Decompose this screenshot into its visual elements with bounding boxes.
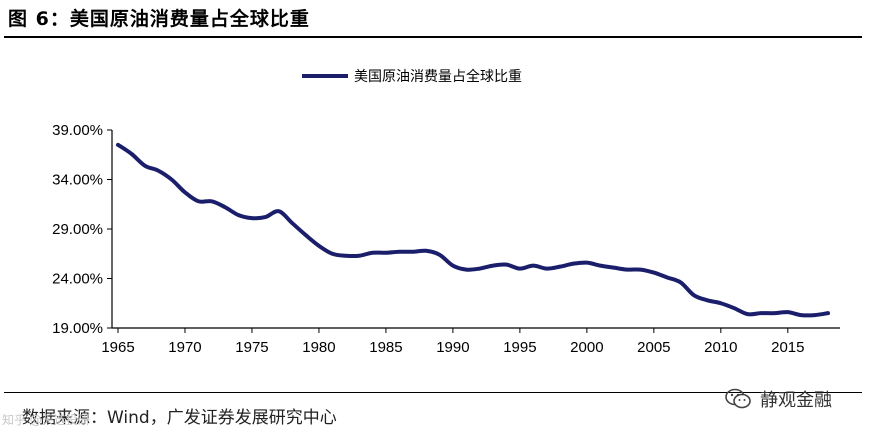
y-tick-label: 24.00% [52, 271, 103, 288]
x-tick-label: 2015 [771, 339, 804, 356]
legend-label: 美国原油消费量占全球比重 [354, 68, 522, 85]
figure-title: 图 6：美国原油消费量占全球比重 [8, 8, 310, 30]
y-tick-label: 34.00% [52, 172, 103, 189]
x-tick-label: 1965 [101, 339, 134, 356]
wechat-icon [725, 388, 751, 409]
x-tick-label: 1975 [235, 339, 268, 356]
series-group [116, 142, 830, 318]
y-tick-label: 39.00% [52, 122, 103, 139]
x-tick-label: 2000 [570, 339, 603, 356]
top-rule [4, 36, 862, 38]
watermark: 静观金融 [724, 384, 832, 414]
x-tick-label: 1985 [369, 339, 402, 356]
x-tick-label: 2005 [637, 339, 670, 356]
x-tick-label: 2010 [704, 339, 737, 356]
source-note: 数据来源：Wind，广发证券发展研究中心 [22, 408, 337, 428]
series-line [116, 142, 830, 318]
x-tick-label: 1980 [302, 339, 335, 356]
watermark-text: 静观金融 [760, 390, 832, 411]
y-tick-label: 29.00% [52, 221, 103, 238]
x-tick-label: 1995 [503, 339, 536, 356]
x-tick-label: 1970 [168, 339, 201, 356]
bottom-rule [4, 392, 862, 393]
corner-tag: 知乎 @天选投研 [2, 413, 90, 427]
ticks: 19.00% 24.00% 29.00% 34.00% 39.00% 1965 1970 19… [52, 122, 804, 356]
x-tick-label: 1990 [436, 339, 469, 356]
y-tick-label: 19.00% [52, 320, 103, 337]
line-chart: 美国原油消费量占全球比重 19.00% 24.00% 29.00% 34.00% 39.… [52, 68, 840, 356]
axes [111, 130, 840, 329]
legend: 美国原油消费量占全球比重 [302, 68, 522, 85]
